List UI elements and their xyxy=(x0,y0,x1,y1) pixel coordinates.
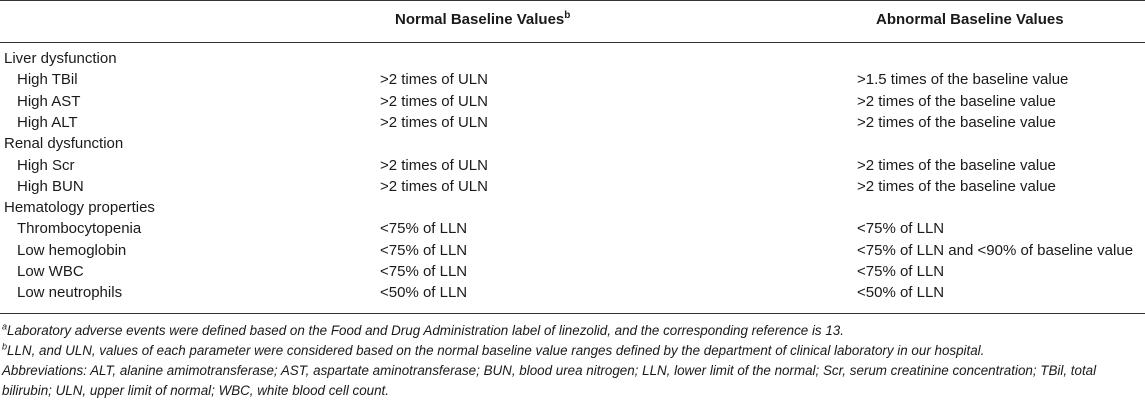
footnote-a: aLaboratory adverse events were defined … xyxy=(2,321,844,338)
normal-baseline-cell: >2 times of ULN xyxy=(380,177,488,195)
table-row: Low neutrophils <50% of LLN <50% of LLN xyxy=(0,282,1145,303)
table-footnotes: aLaboratory adverse events were defined … xyxy=(2,321,1142,401)
parameter-label: High ALT xyxy=(17,113,78,131)
footnote-b: bLLN, and ULN, values of each parameter … xyxy=(2,341,985,358)
table-row: High TBil >2 times of ULN >1.5 times of th… xyxy=(0,69,1145,90)
normal-baseline-cell: <75% of LLN xyxy=(380,220,468,238)
table-row: Thrombocytopenia <75% of LLN <75% of LLN xyxy=(0,218,1145,239)
normal-baseline-cell: >2 times of ULN xyxy=(380,156,488,174)
abnormal-baseline-cell: <50% of LLN xyxy=(857,284,945,302)
normal-baseline-cell: >2 times of ULN xyxy=(380,92,488,110)
parameter-label: Low neutrophils xyxy=(17,284,123,302)
table-row: High AST >2 times of ULN >2 times of the b… xyxy=(0,91,1145,112)
abnormal-baseline-cell: >2 times of the baseline value xyxy=(857,113,1056,131)
table-row: High ALT >2 times of ULN >2 times of the b… xyxy=(0,112,1145,133)
normal-baseline-cell: <75% of LLN xyxy=(380,241,468,259)
parameter-label: Thrombocytopenia xyxy=(17,220,142,238)
group-label: Hematology properties xyxy=(4,199,155,217)
table-header-rule xyxy=(0,42,1145,43)
abnormal-baseline-cell: <75% of LLN xyxy=(857,220,945,238)
normal-baseline-cell: <50% of LLN xyxy=(380,284,468,302)
table-row: High BUN >2 times of ULN >2 times of the b… xyxy=(0,176,1145,197)
normal-baseline-cell: <75% of LLN xyxy=(380,263,468,280)
table-top-rule xyxy=(0,0,1145,1)
normal-baseline-cell: >2 times of ULN xyxy=(380,71,488,89)
table-group-row: Renal dysfunction xyxy=(0,133,1145,154)
abnormal-baseline-cell: >1.5 times of the baseline value xyxy=(857,71,1069,89)
header-abnormal-baseline: Abnormal Baseline Values xyxy=(876,11,1064,28)
abnormal-baseline-cell: >2 times of the baseline value xyxy=(857,177,1056,195)
parameter-label: Low WBC xyxy=(17,263,84,280)
header-normal-baseline: Normal Baseline Valuesb xyxy=(395,10,571,29)
abnormal-baseline-cell: <75% of LLN and <90% of baseline value xyxy=(857,241,1134,259)
abnormal-baseline-cell: >2 times of the baseline value xyxy=(857,156,1056,174)
table-row: Low WBC <75% of LLN <75% of LLN xyxy=(0,261,1145,282)
parameter-label: Low hemoglobin xyxy=(17,241,127,259)
abnormal-baseline-cell: <75% of LLN xyxy=(857,263,945,280)
abbreviations-line-2: bilirubin; ULN, upper limit of normal; W… xyxy=(2,383,390,398)
parameter-label: High Scr xyxy=(17,156,75,174)
parameter-label: High BUN xyxy=(17,177,84,195)
group-label: Renal dysfunction xyxy=(4,135,124,153)
table-bottom-rule xyxy=(0,313,1145,314)
abbreviations-line-1: Abbreviations: ALT, alanine amimotransfe… xyxy=(2,363,1097,378)
group-label: Liver dysfunction xyxy=(4,50,117,67)
table-group-row: Hematology properties xyxy=(0,197,1145,218)
parameter-label: High AST xyxy=(17,92,81,110)
parameter-label: High TBil xyxy=(17,71,78,89)
normal-baseline-cell: >2 times of ULN xyxy=(380,113,488,131)
table-group-row: Liver dysfunction xyxy=(0,48,1145,69)
table-row: Low hemoglobin <75% of LLN <75% of LLN and… xyxy=(0,240,1145,261)
abnormal-baseline-cell: >2 times of the baseline value xyxy=(857,92,1056,110)
table-row: High Scr >2 times of ULN >2 times of the b… xyxy=(0,155,1145,176)
